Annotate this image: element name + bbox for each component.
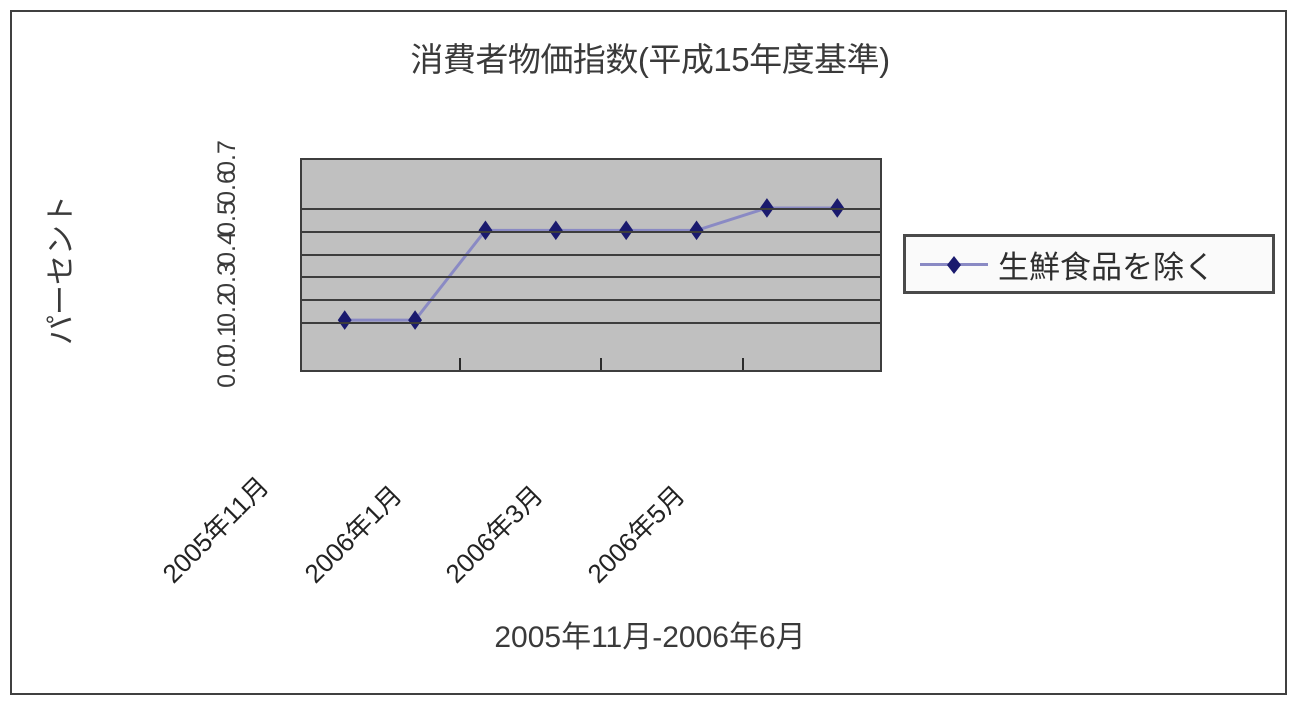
- y-axis-title: パーセント: [28, 160, 88, 380]
- series-line-生鮮食品を除く: [337, 198, 845, 330]
- y-axis-tick-label: 0.5: [196, 201, 258, 236]
- y-axis-tick-text: 0.2: [212, 292, 241, 327]
- gridline: [302, 276, 880, 279]
- legend-marker-icon: [920, 252, 988, 276]
- plot-area: [300, 158, 882, 372]
- y-axis-tick-label: 0.1: [196, 323, 258, 358]
- y-axis-tick-label: 0.3: [196, 262, 258, 297]
- y-axis-tick-label: 0.7: [196, 140, 258, 175]
- series-polyline: [344, 206, 838, 322]
- y-axis-tick-label: 0.6: [196, 170, 258, 205]
- y-axis-tick-text: 0.4: [212, 231, 241, 266]
- chart-title: 消費者物価指数(平成15年度基準): [410, 41, 890, 78]
- gridline: [302, 299, 880, 302]
- x-axis-title: 2005年11月-2006年6月: [494, 621, 806, 654]
- y-axis-tick-label: 0.0: [196, 353, 258, 388]
- legend[interactable]: 生鮮食品を除く: [903, 234, 1275, 294]
- legend-item-label: 生鮮食品を除く: [998, 249, 1215, 285]
- data-point-marker[interactable]: [548, 220, 563, 241]
- y-axis-title-text: パーセント: [45, 195, 78, 345]
- y-axis-tick-text: 0.0: [212, 353, 241, 388]
- x-axis-tick-mark: [742, 358, 745, 370]
- gridline: [302, 207, 880, 210]
- gridline: [302, 322, 880, 325]
- y-axis-tick-labels: 0.7 0.6 0.5 0.4 0.3 0.2 0.1 0.0: [196, 140, 258, 388]
- y-axis-tick-text: 0.6: [212, 170, 241, 205]
- y-axis-tick-label: 0.4: [196, 231, 258, 266]
- x-axis-tick-mark: [458, 358, 461, 370]
- x-axis-tick-mark: [600, 358, 603, 370]
- y-axis-tick-label: 0.2: [196, 292, 258, 327]
- plot-inner: [302, 160, 880, 370]
- gridline: [302, 230, 880, 233]
- data-point-marker[interactable]: [337, 310, 352, 330]
- data-point-marker[interactable]: [408, 310, 423, 330]
- gridline: [302, 253, 880, 256]
